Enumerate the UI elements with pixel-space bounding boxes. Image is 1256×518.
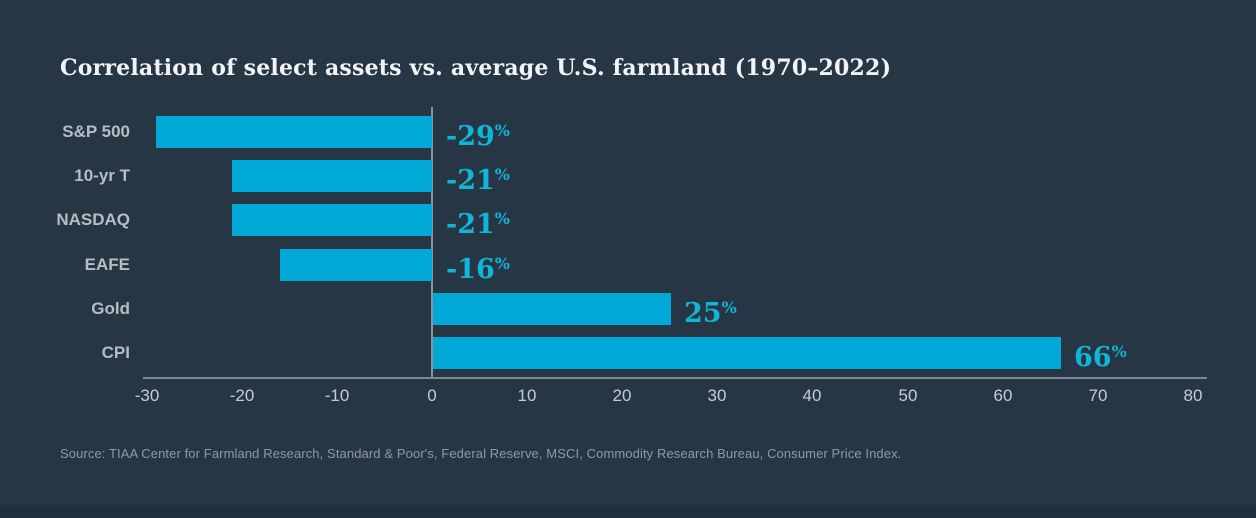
- bar-value-label: 66%: [1074, 342, 1127, 373]
- x-tick-label: 20: [612, 386, 632, 405]
- x-tick-label: 60: [993, 386, 1013, 405]
- bar-value-label: -21%: [446, 165, 510, 196]
- x-tick-label: -10: [324, 386, 350, 405]
- chart-title: Correlation of select assets vs. average…: [60, 55, 892, 81]
- zero-axis-line: [431, 107, 433, 378]
- category-label: Gold: [91, 299, 130, 318]
- bar-value-label: -16%: [446, 254, 510, 285]
- bottom-strip: [0, 505, 1256, 518]
- x-tick-label: 50: [898, 386, 918, 405]
- x-tick-label: 30: [707, 386, 727, 405]
- category-label: EAFE: [84, 255, 130, 274]
- category-label: CPI: [101, 343, 130, 362]
- bar-value-label: 25%: [684, 298, 737, 329]
- category-label: NASDAQ: [56, 210, 130, 229]
- bar-value-label: -21%: [446, 209, 510, 240]
- x-tick-label: -30: [134, 386, 160, 405]
- bar: [232, 160, 432, 192]
- source-note: Source: TIAA Center for Farmland Researc…: [60, 446, 902, 461]
- bar: [433, 293, 671, 325]
- category-label: 10-yr T: [74, 166, 130, 185]
- x-tick-label: 0: [427, 386, 437, 405]
- x-tick-label: 80: [1183, 386, 1203, 405]
- bar-value-label: -29%: [446, 121, 510, 152]
- x-tick-label: 10: [517, 386, 537, 405]
- category-label: S&P 500: [62, 122, 130, 141]
- bar: [280, 249, 432, 281]
- x-tick-label: -20: [229, 386, 255, 405]
- bar: [156, 116, 432, 148]
- x-tick-label: 40: [802, 386, 822, 405]
- x-tick-label: 70: [1088, 386, 1108, 405]
- bar: [232, 204, 432, 236]
- x-axis-line: [143, 377, 1207, 379]
- bar: [433, 337, 1061, 369]
